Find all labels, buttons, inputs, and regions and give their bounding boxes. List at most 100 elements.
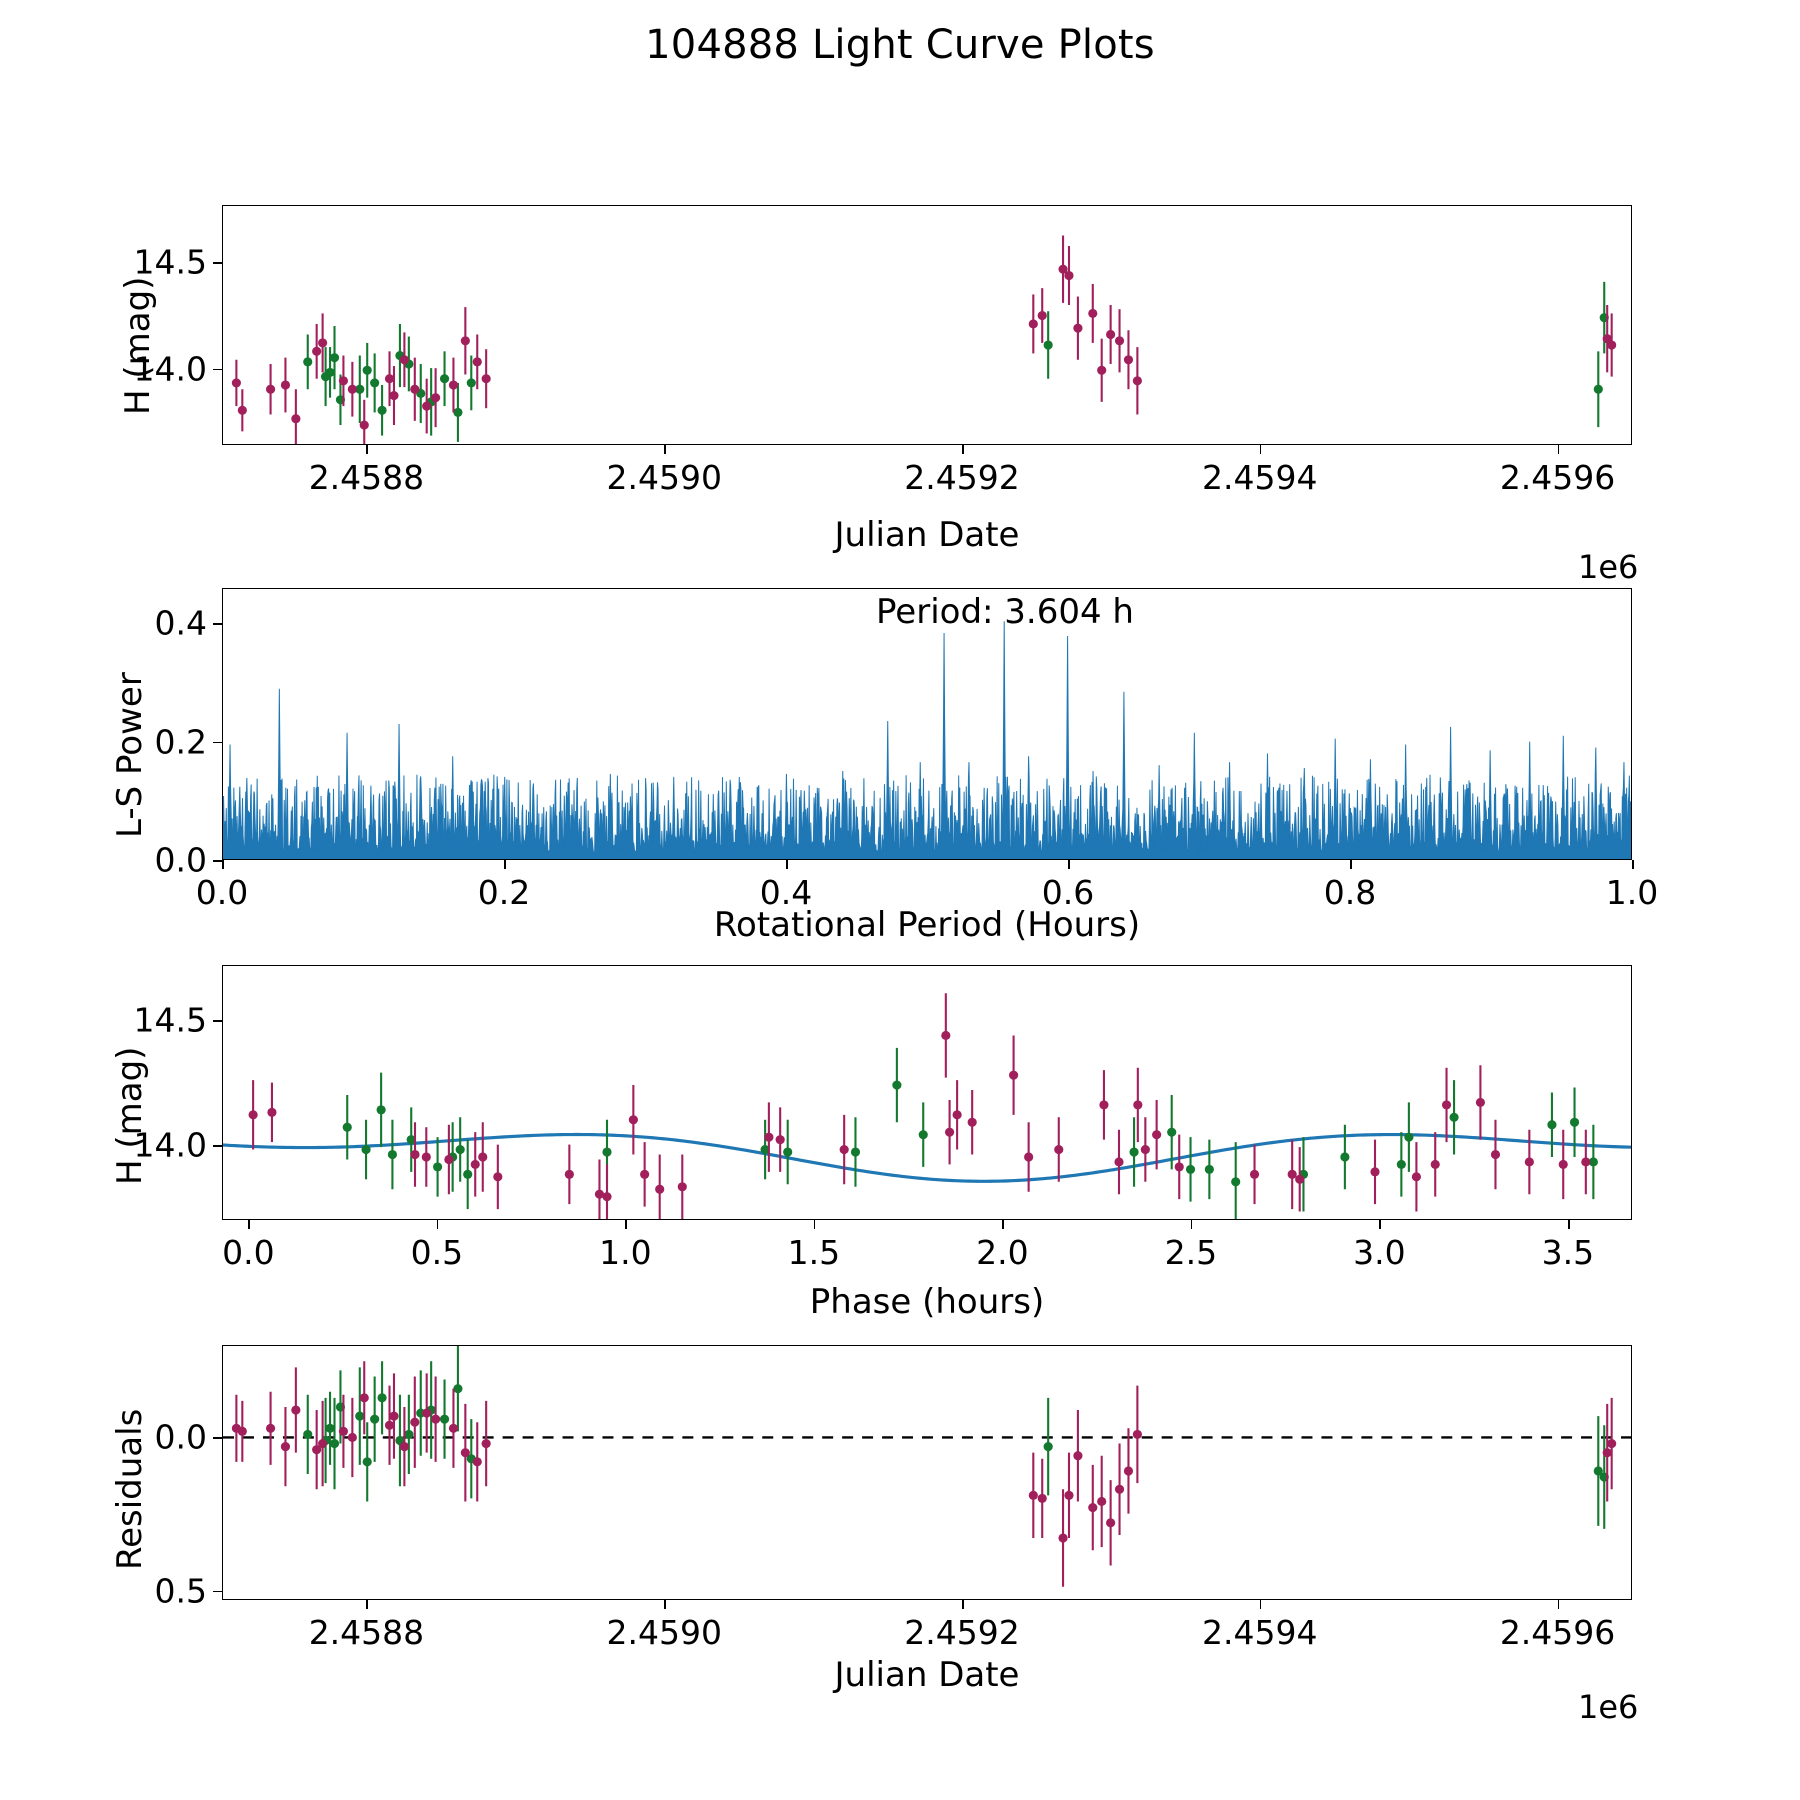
y-tick-label: 0.4 [154, 603, 207, 643]
series-green [303, 281, 1609, 442]
data-point [967, 1117, 977, 1127]
x-tick [366, 1600, 369, 1609]
data-point [448, 380, 459, 390]
x-tick-label: 1.0 [1605, 873, 1659, 912]
data-point [1054, 1144, 1064, 1155]
data-point [941, 1030, 951, 1041]
fitted-sine-curve [223, 1132, 1631, 1183]
data-point [466, 378, 476, 388]
panel-residuals-xlabel: Julian Date [834, 1655, 1020, 1695]
x-tick-label: 2.4588 [308, 1613, 425, 1652]
x-tick [1557, 1600, 1560, 1609]
data-point [460, 1448, 470, 1458]
data-point [1204, 1164, 1214, 1174]
data-point [1024, 1152, 1034, 1162]
data-point [1106, 1518, 1116, 1528]
data-point [1097, 365, 1107, 375]
data-point [267, 1107, 277, 1117]
data-point [384, 1420, 395, 1430]
data-point [342, 1122, 352, 1132]
data-point [347, 384, 357, 394]
data-point [422, 401, 432, 411]
x-tick [1567, 1220, 1570, 1229]
data-point [1593, 1466, 1603, 1476]
data-point [1185, 1164, 1196, 1174]
data-point [952, 1110, 962, 1120]
data-point [1132, 1429, 1142, 1439]
data-point [291, 1405, 301, 1415]
data-point [325, 1423, 335, 1433]
y-tick-label: 14.5 [133, 242, 207, 282]
data-point [1547, 1120, 1557, 1130]
y-tick [213, 1020, 222, 1022]
data-point [1132, 376, 1142, 386]
x-tick-label: 2.4590 [606, 1613, 722, 1652]
data-point [1073, 323, 1083, 333]
x-tick-label: 3.0 [1353, 1233, 1406, 1272]
data-point [1588, 1157, 1598, 1167]
x-tick-label: 2.0 [976, 1233, 1029, 1272]
x-tick [248, 1220, 250, 1229]
data-point [389, 390, 399, 401]
x-tick [961, 445, 964, 454]
y-tick-label: 0.5 [154, 1571, 207, 1611]
data-point [1430, 1159, 1440, 1169]
x-tick [504, 860, 506, 869]
data-point [387, 1149, 398, 1160]
data-point [265, 1423, 276, 1433]
data-point [303, 1429, 313, 1439]
data-point [1152, 1130, 1162, 1140]
data-point [376, 1105, 386, 1115]
data-point [406, 1135, 416, 1145]
data-point [1404, 1132, 1414, 1142]
data-point [1607, 1438, 1617, 1449]
panel-light-curve-xlabel: Julian Date [834, 515, 1020, 555]
data-point [1058, 1533, 1068, 1543]
data-point [1129, 1147, 1139, 1157]
data-point [1037, 310, 1047, 321]
series-green [303, 1346, 1609, 1529]
panel-phase-axes [222, 965, 1632, 1220]
x-tick [786, 860, 788, 869]
data-point [318, 338, 328, 348]
y-tick [213, 1590, 222, 1593]
data-point [1231, 1177, 1241, 1187]
y-tick-label: 0.0 [154, 840, 207, 880]
data-point [1088, 1502, 1098, 1513]
x-tick [1190, 1220, 1193, 1229]
data-point [410, 1417, 420, 1427]
data-point [1133, 1100, 1143, 1110]
data-point [1340, 1152, 1350, 1162]
data-point [1167, 1127, 1177, 1137]
data-point [359, 1393, 369, 1403]
data-point [1411, 1172, 1422, 1182]
data-point [775, 1135, 785, 1145]
data-point [439, 1414, 450, 1424]
x-tick [1557, 445, 1560, 454]
panel-residuals-plot-area [223, 1346, 1631, 1599]
data-point [329, 353, 340, 363]
data-point [444, 1154, 454, 1165]
data-point [431, 393, 441, 403]
data-point [640, 1169, 650, 1179]
panel-light-curve-x-offset: 1e6 [1578, 548, 1639, 586]
panel-periodogram-axes [222, 588, 1632, 860]
data-point [280, 380, 291, 390]
x-tick-label: 0.8 [1323, 873, 1377, 912]
x-tick-label: 2.4596 [1499, 458, 1616, 497]
x-tick-label: 2.4590 [606, 458, 722, 497]
data-point [1607, 340, 1617, 350]
data-point [1064, 1490, 1074, 1500]
x-tick-label: 2.5 [1164, 1233, 1218, 1272]
x-tick [1002, 1220, 1004, 1229]
y-tick-label: 14.0 [133, 349, 207, 389]
data-point [361, 1144, 371, 1155]
data-point [602, 1147, 612, 1157]
x-tick [664, 1600, 666, 1609]
data-point [280, 1442, 291, 1452]
x-tick [961, 1600, 964, 1609]
data-point [481, 1438, 491, 1449]
data-point [602, 1192, 612, 1202]
data-point [377, 1393, 387, 1403]
